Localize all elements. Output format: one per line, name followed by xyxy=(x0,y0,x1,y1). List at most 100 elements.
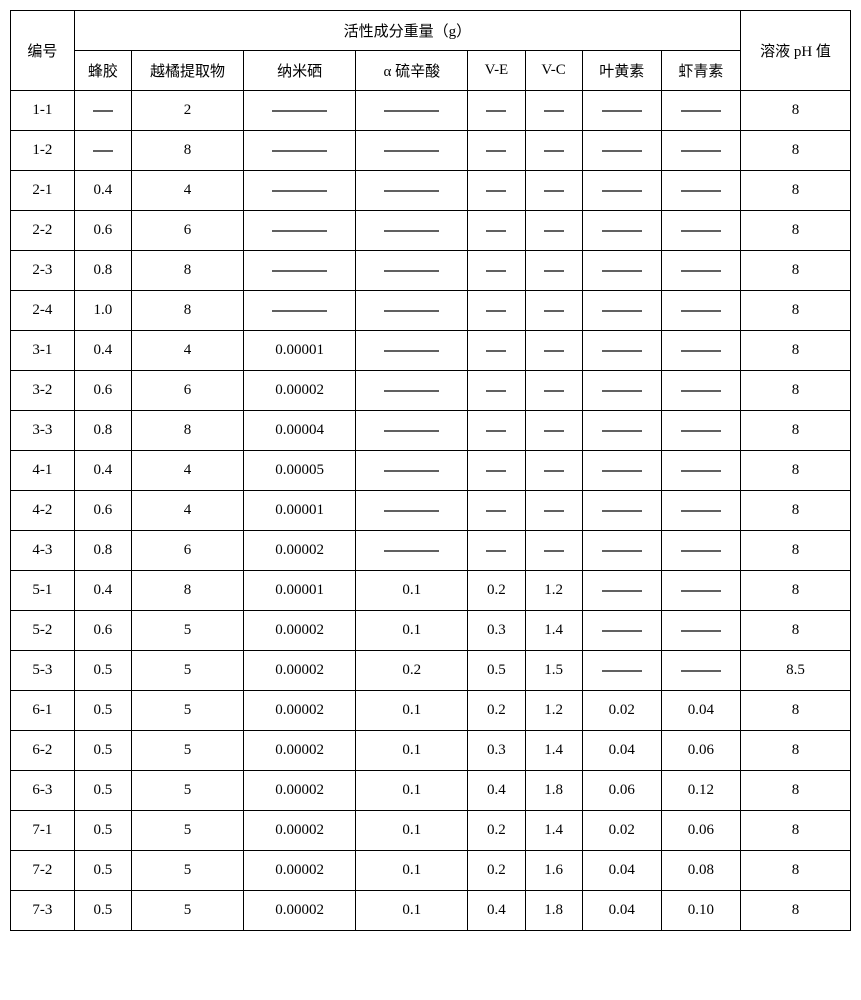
cell-vc: 1.8 xyxy=(525,891,582,931)
cell-vc: 1.4 xyxy=(525,731,582,771)
cell-fengjiao: 0.8 xyxy=(74,531,131,571)
cell-yueju: 5 xyxy=(131,651,243,691)
cell-fengjiao: 0.4 xyxy=(74,451,131,491)
cell-ala xyxy=(356,251,468,291)
table-row: 4-20.640.000018 xyxy=(11,491,851,531)
table-row: 1-288 xyxy=(11,131,851,171)
cell-ala xyxy=(356,371,468,411)
cell-nanoSe: 0.00001 xyxy=(244,491,356,531)
cell-nanoSe: 0.00002 xyxy=(244,611,356,651)
cell-lutein xyxy=(582,251,661,291)
cell-fengjiao: 0.8 xyxy=(74,251,131,291)
cell-id: 2-2 xyxy=(11,211,75,251)
cell-fengjiao: 0.6 xyxy=(74,371,131,411)
table-row: 3-20.660.000028 xyxy=(11,371,851,411)
cell-nanoSe xyxy=(244,171,356,211)
cell-id: 4-3 xyxy=(11,531,75,571)
ingredients-table: 编号 活性成分重量（g） 溶液 pH 值 蜂胶 越橘提取物 纳米硒 α 硫辛酸 … xyxy=(10,10,851,931)
cell-astaxanthin xyxy=(661,331,740,371)
cell-astaxanthin xyxy=(661,451,740,491)
cell-lutein xyxy=(582,211,661,251)
cell-astaxanthin xyxy=(661,131,740,171)
cell-astaxanthin: 0.04 xyxy=(661,691,740,731)
cell-astaxanthin xyxy=(661,491,740,531)
cell-fengjiao: 0.6 xyxy=(74,211,131,251)
cell-fengjiao: 0.4 xyxy=(74,171,131,211)
cell-fengjiao xyxy=(74,91,131,131)
table-row: 4-10.440.000058 xyxy=(11,451,851,491)
cell-yueju: 5 xyxy=(131,891,243,931)
cell-yueju: 8 xyxy=(131,291,243,331)
cell-ala: 0.1 xyxy=(356,611,468,651)
cell-lutein: 0.04 xyxy=(582,891,661,931)
cell-vc xyxy=(525,411,582,451)
cell-ve: 0.2 xyxy=(468,691,525,731)
cell-vc: 1.5 xyxy=(525,651,582,691)
cell-yueju: 8 xyxy=(131,251,243,291)
table-row: 2-41.088 xyxy=(11,291,851,331)
cell-astaxanthin xyxy=(661,531,740,571)
header-astaxanthin: 虾青素 xyxy=(661,51,740,91)
cell-fengjiao: 0.5 xyxy=(74,691,131,731)
cell-ala: 0.1 xyxy=(356,571,468,611)
cell-ve: 0.3 xyxy=(468,611,525,651)
cell-ph: 8 xyxy=(740,451,850,491)
cell-nanoSe xyxy=(244,91,356,131)
cell-ve xyxy=(468,91,525,131)
cell-ph: 8 xyxy=(740,851,850,891)
header-active-ingredients: 活性成分重量（g） xyxy=(74,11,740,51)
cell-ph: 8 xyxy=(740,571,850,611)
cell-ve xyxy=(468,171,525,211)
table-row: 2-30.888 xyxy=(11,251,851,291)
cell-ala xyxy=(356,211,468,251)
cell-yueju: 6 xyxy=(131,371,243,411)
cell-yueju: 6 xyxy=(131,211,243,251)
cell-astaxanthin: 0.10 xyxy=(661,891,740,931)
table-header: 编号 活性成分重量（g） 溶液 pH 值 蜂胶 越橘提取物 纳米硒 α 硫辛酸 … xyxy=(11,11,851,91)
cell-id: 4-1 xyxy=(11,451,75,491)
cell-ve xyxy=(468,131,525,171)
table-body: 1-1281-2882-10.4482-20.6682-30.8882-41.0… xyxy=(11,91,851,931)
cell-fengjiao: 0.5 xyxy=(74,811,131,851)
cell-lutein xyxy=(582,411,661,451)
cell-astaxanthin xyxy=(661,211,740,251)
cell-ala: 0.2 xyxy=(356,651,468,691)
table-row: 1-128 xyxy=(11,91,851,131)
cell-ve: 0.5 xyxy=(468,651,525,691)
cell-id: 5-2 xyxy=(11,611,75,651)
cell-ve xyxy=(468,251,525,291)
cell-fengjiao: 0.5 xyxy=(74,891,131,931)
cell-fengjiao: 0.5 xyxy=(74,851,131,891)
cell-fengjiao: 1.0 xyxy=(74,291,131,331)
cell-nanoSe xyxy=(244,131,356,171)
header-yueju: 越橘提取物 xyxy=(131,51,243,91)
cell-ala xyxy=(356,331,468,371)
cell-fengjiao xyxy=(74,131,131,171)
table-row: 6-20.550.000020.10.31.40.040.068 xyxy=(11,731,851,771)
table-row: 2-20.668 xyxy=(11,211,851,251)
table-row: 7-20.550.000020.10.21.60.040.088 xyxy=(11,851,851,891)
cell-lutein: 0.06 xyxy=(582,771,661,811)
cell-vc: 1.4 xyxy=(525,611,582,651)
cell-ph: 8 xyxy=(740,811,850,851)
cell-vc xyxy=(525,371,582,411)
cell-vc xyxy=(525,531,582,571)
cell-vc: 1.2 xyxy=(525,571,582,611)
table-row: 6-10.550.000020.10.21.20.020.048 xyxy=(11,691,851,731)
cell-lutein xyxy=(582,491,661,531)
cell-fengjiao: 0.8 xyxy=(74,411,131,451)
cell-lutein xyxy=(582,171,661,211)
cell-nanoSe: 0.00002 xyxy=(244,371,356,411)
cell-astaxanthin xyxy=(661,571,740,611)
cell-lutein: 0.02 xyxy=(582,691,661,731)
cell-yueju: 5 xyxy=(131,811,243,851)
cell-ph: 8 xyxy=(740,771,850,811)
table-row: 7-30.550.000020.10.41.80.040.108 xyxy=(11,891,851,931)
cell-id: 5-3 xyxy=(11,651,75,691)
cell-yueju: 4 xyxy=(131,491,243,531)
table-row: 4-30.860.000028 xyxy=(11,531,851,571)
cell-nanoSe: 0.00002 xyxy=(244,531,356,571)
cell-ph: 8 xyxy=(740,331,850,371)
cell-lutein xyxy=(582,611,661,651)
table-row: 3-30.880.000048 xyxy=(11,411,851,451)
